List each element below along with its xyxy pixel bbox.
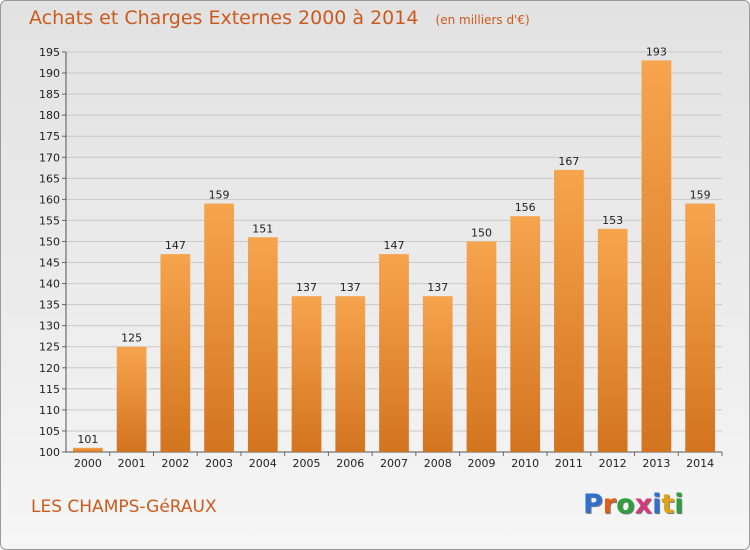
- y-tick-label: 150: [39, 235, 60, 248]
- bar-2003: [204, 203, 234, 452]
- bar-2002: [160, 254, 191, 452]
- y-tick-label: 155: [39, 214, 60, 227]
- logo-letter: i: [674, 489, 684, 520]
- x-tick-label-2007: 2007: [380, 457, 408, 470]
- bar-2010: [510, 216, 541, 452]
- x-tick-label-2012: 2012: [599, 457, 627, 470]
- x-tick-label-2003: 2003: [205, 457, 233, 470]
- unit-label: (en milliers d'€): [435, 13, 530, 27]
- logo-letter: r: [602, 489, 617, 520]
- y-tick-label: 125: [39, 341, 60, 354]
- y-tick-label: 100: [39, 446, 60, 459]
- value-label-2004: 151: [252, 222, 273, 235]
- bar-2014: [685, 203, 716, 452]
- title-row: Achats et Charges Externes 2000 à 2014 (…: [29, 7, 530, 29]
- value-label-2012: 153: [602, 214, 623, 227]
- x-tick-label-2014: 2014: [686, 457, 714, 470]
- value-label-2014: 159: [690, 189, 711, 202]
- x-tick-label-2001: 2001: [118, 457, 146, 470]
- bar-2013: [641, 60, 672, 452]
- x-tick-label-2011: 2011: [555, 457, 583, 470]
- bar-2000: [72, 447, 103, 452]
- y-tick-label: 135: [39, 299, 60, 312]
- bar-2008: [422, 296, 453, 452]
- y-tick-label: 180: [39, 109, 60, 122]
- x-tick-label-2002: 2002: [161, 457, 189, 470]
- x-tick-label-2006: 2006: [336, 457, 364, 470]
- value-label-2007: 147: [384, 239, 405, 252]
- y-tick-label: 185: [39, 88, 60, 101]
- x-tick-label-2009: 2009: [467, 457, 495, 470]
- value-label-2006: 137: [340, 281, 361, 294]
- value-label-2010: 156: [515, 201, 536, 214]
- chart-title: Achats et Charges Externes 2000 à 2014: [29, 7, 419, 29]
- x-tick-label-2010: 2010: [511, 457, 539, 470]
- logo-letter: o: [616, 489, 635, 520]
- bar-2007: [379, 254, 409, 452]
- y-tick-label: 195: [39, 46, 60, 59]
- value-labels: 101 125 147 159 151 137 137 147 137 150 156 167 153 1…: [77, 45, 710, 445]
- bar-2011: [554, 169, 584, 453]
- y-tick-label: 165: [39, 172, 60, 185]
- value-label-2002: 147: [165, 239, 186, 252]
- proxiti-logo: Proxiti: [583, 489, 684, 520]
- value-label-2013: 193: [646, 45, 667, 58]
- commune-name: LES CHAMPS-GéRAUX: [31, 497, 217, 517]
- y-tick-label: 130: [39, 320, 60, 333]
- bar-2005: [291, 296, 322, 452]
- y-tick-label: 120: [39, 362, 60, 375]
- y-tick-label: 115: [39, 383, 60, 396]
- value-label-2005: 137: [296, 281, 317, 294]
- y-tick-label: 160: [39, 193, 60, 206]
- x-axis: 2000 2001 2002 2003 2004 2005 2006 2007 2008 2009…: [74, 452, 723, 470]
- value-label-2008: 137: [427, 281, 448, 294]
- value-label-2003: 159: [209, 189, 230, 202]
- value-label-2001: 125: [121, 332, 142, 345]
- bar-2012: [597, 228, 628, 452]
- bar-2009: [466, 241, 497, 452]
- x-tick-label-2005: 2005: [293, 457, 321, 470]
- value-label-2009: 150: [471, 226, 492, 239]
- bar-2004: [247, 237, 278, 452]
- x-tick-label-2004: 2004: [249, 457, 277, 470]
- bar-2006: [335, 296, 366, 452]
- value-label-2011: 167: [558, 155, 579, 168]
- logo-letter: i: [652, 489, 662, 520]
- bar-2001: [116, 346, 147, 452]
- y-tick-label: 145: [39, 257, 60, 270]
- y-tick-label: 170: [39, 151, 60, 164]
- x-tick-label-2000: 2000: [74, 457, 102, 470]
- x-tick-label-2008: 2008: [424, 457, 452, 470]
- logo-letter: t: [661, 489, 675, 520]
- x-tick-label-2013: 2013: [642, 457, 670, 470]
- y-tick-label: 190: [39, 67, 60, 80]
- y-tick-label: 140: [39, 278, 60, 291]
- logo-letter: P: [583, 489, 603, 520]
- y-tick-label: 175: [39, 130, 60, 143]
- value-label-2000: 101: [77, 433, 98, 446]
- logo-letter: x: [634, 489, 653, 520]
- y-axis: 100 105 110 115 120 125 130 135 140 145 150 155 160 1…: [39, 46, 722, 459]
- y-tick-label: 110: [39, 404, 60, 417]
- bars: [72, 60, 716, 453]
- y-tick-label: 105: [39, 425, 60, 438]
